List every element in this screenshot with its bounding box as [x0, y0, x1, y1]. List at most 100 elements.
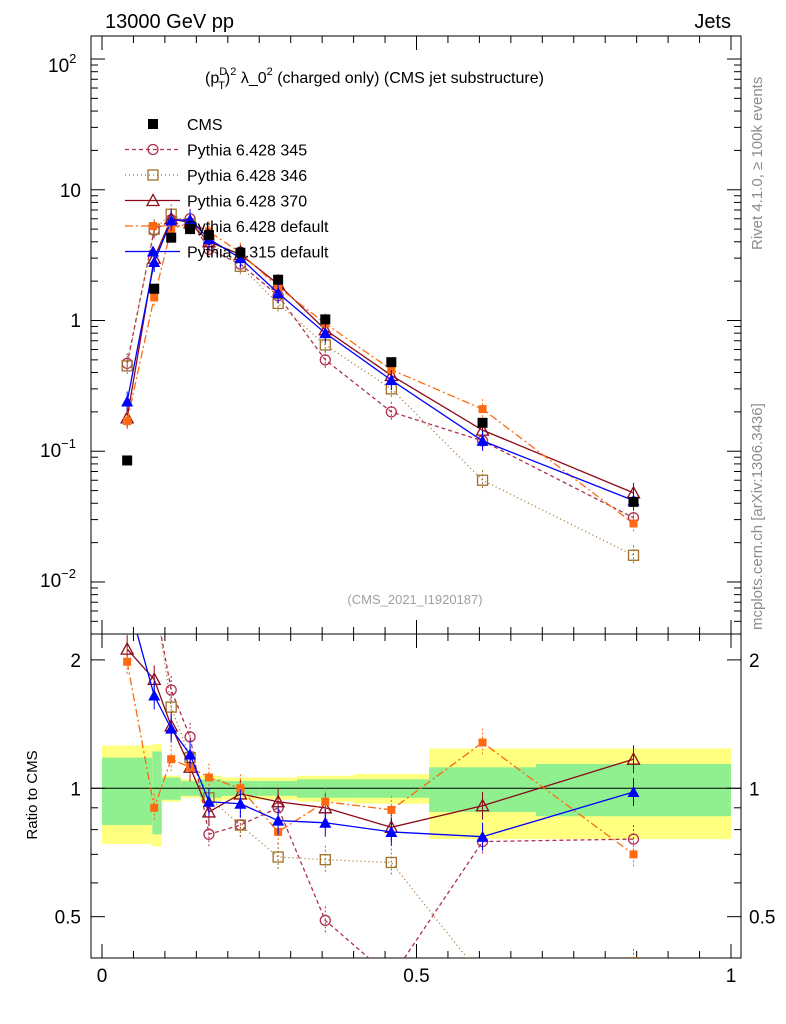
side-label-bottom: mcplots.cern.ch [arXiv:1306.3436] — [749, 403, 766, 630]
series-3-ratio-point — [478, 738, 487, 747]
series-4-point — [121, 395, 134, 407]
title-close: ) — [225, 70, 230, 87]
series-1-ratio-point — [272, 851, 284, 863]
series-0-ratio-point — [319, 914, 331, 927]
series-4-point — [184, 213, 197, 225]
header-right: Jets — [694, 11, 731, 33]
series-4-line — [126, 219, 634, 502]
series-0-ratio-line — [160, 634, 634, 958]
series-1-ratio-point — [478, 973, 488, 983]
cms-data-point — [122, 455, 133, 466]
legend-marker-4 — [147, 245, 159, 257]
series-4-ratio-point — [184, 748, 197, 760]
legend-marker-0 — [147, 143, 159, 156]
cms-data-point — [203, 230, 214, 241]
series-3-ratio-point — [204, 773, 213, 782]
series-3-point — [629, 519, 638, 528]
series-4-ratio-point — [627, 786, 640, 798]
series-4-ratio-point — [148, 689, 161, 701]
cms-data-point — [235, 247, 246, 258]
ratio-ytick-label-right: 2 — [749, 651, 760, 672]
ratio-ytick-label-left: 2 — [70, 651, 81, 672]
series-3-point — [387, 365, 396, 374]
series-1-ratio-point — [319, 854, 331, 866]
series-3-ratio-point — [150, 803, 159, 812]
series-1-ratio-line — [159, 634, 468, 958]
series-4-ratio-point — [385, 825, 398, 837]
cms-data-point — [166, 232, 177, 243]
series-1-ratio-point — [149, 586, 159, 596]
series-3-ratio-point — [167, 755, 176, 764]
series-0-ratio-point — [386, 973, 396, 983]
svg-text:(pDT)2 λ_02 (charged only) (CM: (pD T)2 λ_02 (charged only) (CMS jet subs… — [205, 66, 544, 92]
cms-data-point — [477, 417, 488, 428]
title-sup-2b: 2 — [267, 66, 273, 78]
series-4-point — [148, 256, 161, 268]
series-2-ratio-point — [626, 751, 641, 765]
side-label-top: Rivet 4.1.0, ≥ 100k events — [749, 77, 766, 250]
ratio-ytick-label-right: 1 — [749, 779, 760, 800]
series-4-point — [385, 374, 398, 386]
xtick-label: 0 — [97, 966, 108, 987]
legend-label-2: Pythia 6.428 370 — [187, 194, 307, 211]
main-plot-area — [120, 204, 641, 566]
series-2-ratio-point — [120, 641, 135, 655]
series-1-ratio-point — [234, 819, 247, 831]
series-3-point — [123, 417, 132, 426]
series-3-point — [478, 405, 487, 414]
series-1-point — [627, 549, 640, 561]
series-4-ratio-point — [234, 797, 247, 809]
series-1-ratio-point — [385, 856, 397, 869]
title-lambda: λ_0 — [236, 70, 266, 87]
series-4-ratio-point — [319, 816, 332, 828]
legend-marker-cms — [148, 119, 158, 129]
series-4-ratio-point — [121, 592, 133, 603]
series-4-ratio-point — [272, 814, 285, 826]
series-1-point — [121, 360, 133, 372]
ytick-label-0.01: 10−2 — [40, 566, 76, 592]
cms-data-point — [628, 496, 639, 507]
cms-data-point — [320, 314, 331, 325]
series-0-ratio-point — [122, 468, 132, 478]
series-4-point — [272, 287, 285, 299]
cms-data-point — [386, 357, 397, 368]
series-3-ratio-point — [629, 850, 638, 859]
ytick-label-1: 1 — [70, 311, 81, 332]
cms-data-point — [149, 283, 160, 294]
series-3-ratio-point — [387, 805, 396, 814]
series-4-ratio-point — [165, 722, 178, 734]
xtick-label: 1 — [726, 966, 737, 987]
band-inner — [152, 751, 162, 835]
series-1-point — [476, 474, 489, 486]
legend-label-1: Pythia 6.428 346 — [187, 168, 307, 185]
legend-label-cms: CMS — [187, 117, 223, 134]
series-3-ratio-point — [321, 797, 330, 806]
tick-labels: 0 0.5 1 0.5 0.5 1 1 2 2 — [55, 651, 776, 987]
series-4-point — [319, 327, 332, 339]
title-rest: (charged only) (CMS jet substructure) — [273, 70, 544, 87]
legend: CMS Pythia 6.428 345 Pythia 6.428 346 Pythi… — [125, 117, 329, 262]
ratio-ytick-label-left: 1 — [70, 779, 81, 800]
legend-marker-2 — [145, 193, 161, 207]
legend-marker-3 — [149, 222, 157, 230]
header-left: 13000 GeV pp — [105, 11, 234, 33]
main-ytick-labels: 102 10 1 10−1 10−2 — [40, 51, 81, 592]
ytick-label-0.1: 10−1 — [40, 436, 76, 462]
series-3-ratio-point — [236, 784, 245, 793]
legend-marker-1 — [147, 169, 159, 181]
plot-title: (pD T)2 λ_02 (charged only) (CMS jet subs… — [205, 66, 544, 92]
series-0-point — [319, 354, 331, 366]
ratio-ytick-label-right: 0.5 — [749, 908, 775, 929]
axes-and-ticks — [90, 35, 742, 959]
series-3-ratio-point — [123, 657, 132, 666]
series-1-line — [126, 213, 634, 556]
series-1-ratio-point — [122, 474, 132, 484]
ratio-ytick-label-left: 0.5 — [55, 908, 81, 929]
series-4-point — [165, 214, 178, 226]
legend-label-3: Pythia 6.428 default — [187, 219, 329, 236]
series-0-point — [385, 406, 397, 418]
cms-data-point — [185, 224, 196, 235]
series-0-ratio-point — [203, 828, 215, 840]
ratio-ylabel: Ratio to CMS — [24, 750, 41, 839]
